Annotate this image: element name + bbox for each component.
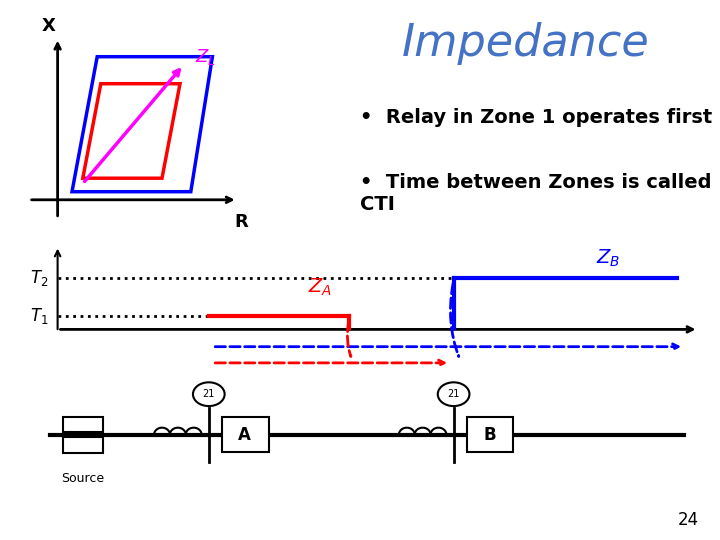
Text: 21: 21 [447, 389, 460, 399]
Text: B: B [483, 426, 496, 444]
Circle shape [438, 382, 469, 406]
Text: $Z_L$: $Z_L$ [194, 46, 216, 67]
Text: $Z_A$: $Z_A$ [308, 276, 333, 298]
Text: 21: 21 [202, 389, 215, 399]
Text: Impedance: Impedance [402, 22, 649, 65]
FancyBboxPatch shape [63, 417, 103, 432]
Text: $T_1$: $T_1$ [30, 306, 49, 326]
Text: 24: 24 [678, 511, 698, 529]
Circle shape [193, 382, 225, 406]
Text: R: R [234, 213, 248, 231]
FancyBboxPatch shape [63, 437, 103, 453]
Text: •  Relay in Zone 1 operates first: • Relay in Zone 1 operates first [360, 108, 712, 127]
FancyArrowPatch shape [451, 284, 459, 356]
FancyBboxPatch shape [467, 417, 513, 452]
Text: •  Time between Zones is called
CTI: • Time between Zones is called CTI [360, 173, 711, 214]
FancyBboxPatch shape [222, 417, 269, 452]
Text: A: A [238, 426, 251, 444]
FancyArrowPatch shape [347, 321, 351, 356]
Text: X: X [42, 17, 56, 35]
Text: $T_2$: $T_2$ [30, 268, 49, 288]
Text: Source: Source [61, 472, 104, 485]
Text: $Z_B$: $Z_B$ [596, 247, 621, 269]
